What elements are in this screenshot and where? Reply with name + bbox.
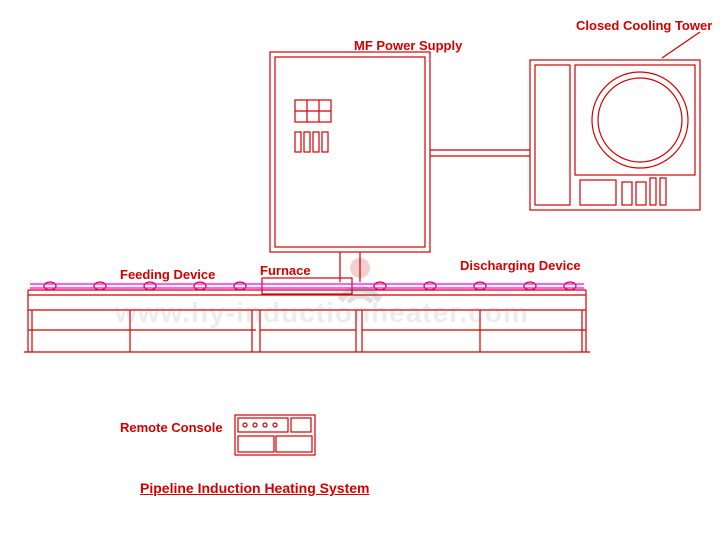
watermark-text: www.hy-inductionheater.com	[115, 297, 529, 329]
label-feeding-device: Feeding Device	[120, 267, 215, 282]
label-remote-console: Remote Console	[120, 420, 223, 435]
label-discharging-device: Discharging Device	[460, 258, 581, 273]
label-furnace: Furnace	[260, 263, 311, 278]
diagram-title: Pipeline Induction Heating System	[140, 480, 369, 496]
label-closed-cooling-tower: Closed Cooling Tower	[576, 18, 712, 33]
label-mf-power-supply: MF Power Supply	[354, 38, 462, 53]
